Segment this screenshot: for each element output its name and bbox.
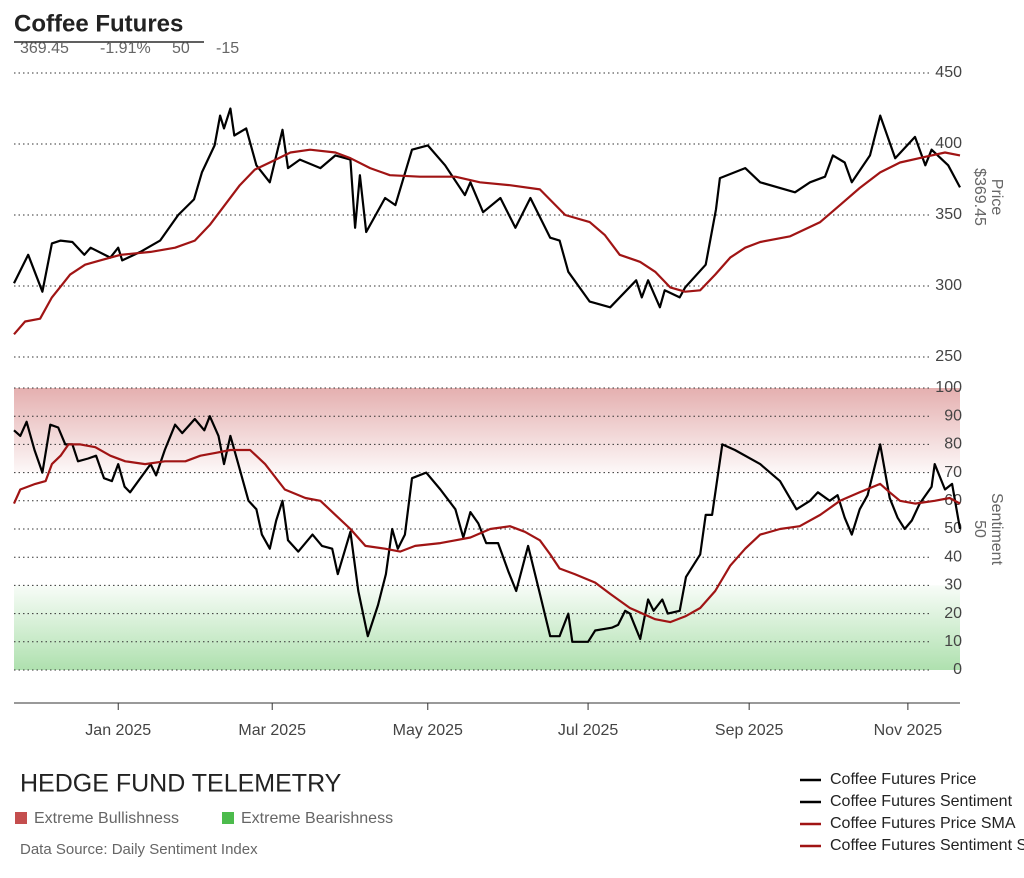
y-axis-last-value: 50: [971, 520, 988, 538]
chart-title: Coffee Futures: [14, 10, 183, 37]
x-tick-label: Sep 2025: [715, 722, 784, 739]
legend-label: Coffee Futures Price: [830, 771, 977, 788]
y-tick-label: 40: [944, 548, 962, 565]
series-line: [13, 107, 961, 309]
stat-change: -1.91%: [100, 40, 151, 57]
y-tick-label: 80: [944, 436, 962, 453]
y-tick-label: 50: [944, 520, 962, 537]
series-line: [12, 443, 961, 624]
series-line: [13, 415, 962, 643]
zone-legend-swatch: [15, 812, 27, 824]
x-tick-label: Jan 2025: [85, 722, 151, 739]
stat-sentiment-change: -15: [216, 40, 239, 57]
x-tick-label: Jul 2025: [558, 722, 619, 739]
y-tick-label: 100: [935, 379, 962, 396]
legend-label: Coffee Futures Sentiment: [830, 793, 1013, 810]
y-tick-label: 0: [953, 661, 962, 678]
x-tick-label: Nov 2025: [874, 722, 943, 739]
stat-sentiment: 50: [172, 40, 190, 57]
legend-label: Coffee Futures Price SMA: [830, 815, 1016, 832]
y-tick-label: 300: [935, 277, 962, 294]
y-axis-title: Sentiment: [988, 493, 1005, 566]
y-tick-label: 20: [944, 605, 962, 622]
zone-band: [14, 388, 960, 473]
y-tick-label: 70: [944, 464, 962, 481]
x-tick-label: May 2025: [393, 722, 463, 739]
legend-label: Coffee Futures Sentiment SMA: [830, 837, 1024, 854]
zone-band: [14, 585, 960, 670]
series-line: [13, 148, 961, 336]
y-tick-label: 10: [944, 633, 962, 650]
zone-legend-label: Extreme Bullishness: [34, 810, 179, 827]
y-tick-label: 250: [935, 348, 962, 365]
y-axis-title: Price: [988, 179, 1005, 216]
x-tick-label: Mar 2025: [238, 722, 306, 739]
y-tick-label: 450: [935, 64, 962, 81]
zone-legend-swatch: [222, 812, 234, 824]
y-tick-label: 350: [935, 206, 962, 223]
y-axis-last-value: $369.45: [971, 168, 988, 226]
y-tick-label: 400: [935, 135, 962, 152]
stat-price: 369.45: [20, 40, 69, 57]
y-tick-label: 30: [944, 577, 962, 594]
source: Data Source: Daily Sentiment Index: [20, 841, 258, 858]
zone-legend-label: Extreme Bearishness: [241, 810, 393, 827]
brand: HEDGE FUND TELEMETRY: [20, 770, 342, 798]
y-tick-label: 90: [944, 407, 962, 424]
